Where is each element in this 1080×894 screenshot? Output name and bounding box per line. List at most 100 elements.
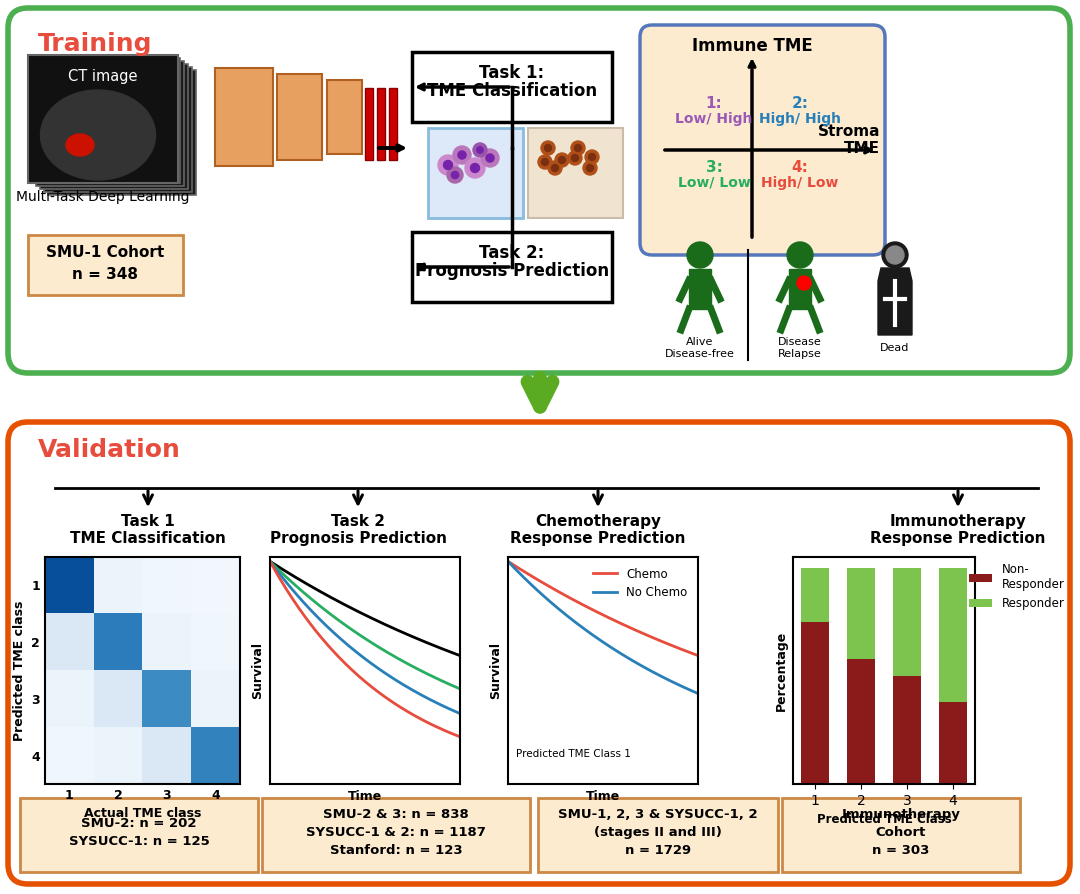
- Circle shape: [555, 153, 569, 167]
- Line: No Chemo: No Chemo: [508, 561, 698, 694]
- FancyBboxPatch shape: [428, 128, 523, 218]
- Text: 2:: 2:: [792, 96, 809, 111]
- Text: SYSUCC-1 & 2: n = 1187: SYSUCC-1 & 2: n = 1187: [306, 826, 486, 839]
- Bar: [847, 659, 875, 784]
- Bar: [893, 676, 921, 784]
- FancyBboxPatch shape: [327, 80, 362, 154]
- FancyBboxPatch shape: [640, 25, 885, 255]
- Circle shape: [586, 164, 594, 172]
- Circle shape: [886, 246, 904, 264]
- Text: SMU-2: n = 202: SMU-2: n = 202: [81, 817, 197, 830]
- Text: Multi-Task Deep Learning: Multi-Task Deep Learning: [16, 190, 190, 204]
- Text: n = 348: n = 348: [72, 267, 138, 282]
- Circle shape: [787, 242, 813, 268]
- Circle shape: [451, 172, 459, 179]
- Circle shape: [589, 154, 595, 161]
- Text: 3:: 3:: [705, 160, 723, 175]
- Bar: [21, 798, 258, 872]
- Text: SMU-2 & 3: n = 838: SMU-2 & 3: n = 838: [323, 808, 469, 821]
- Text: Training: Training: [38, 32, 152, 56]
- FancyBboxPatch shape: [377, 88, 384, 160]
- Text: Task 2
Prognosis Prediction: Task 2 Prognosis Prediction: [270, 514, 446, 546]
- Text: Dead: Dead: [880, 343, 909, 353]
- Text: Disease
Relapse: Disease Relapse: [778, 337, 822, 358]
- Chemo: [691, 650, 704, 661]
- Circle shape: [544, 145, 552, 151]
- Bar: [801, 568, 828, 622]
- Text: Low/ Low: Low/ Low: [677, 176, 751, 190]
- FancyBboxPatch shape: [40, 64, 188, 189]
- Bar: [262, 798, 530, 872]
- Text: n = 303: n = 303: [873, 844, 930, 857]
- Text: Cohort: Cohort: [876, 826, 927, 839]
- Chemo: [675, 644, 688, 654]
- No Chemo: [675, 681, 688, 692]
- Circle shape: [571, 141, 585, 155]
- No Chemo: [509, 564, 522, 575]
- No Chemo: [537, 590, 550, 601]
- Text: 4:: 4:: [792, 160, 809, 175]
- Text: SMU-1 Cohort: SMU-1 Cohort: [46, 245, 164, 260]
- Circle shape: [571, 155, 579, 162]
- FancyBboxPatch shape: [276, 74, 322, 160]
- Chemo: [513, 563, 526, 574]
- Circle shape: [583, 161, 597, 175]
- Chemo: [681, 646, 694, 657]
- Bar: [28, 235, 183, 295]
- Text: TME Classification: TME Classification: [427, 82, 597, 100]
- FancyBboxPatch shape: [48, 70, 195, 195]
- Text: High/ Low: High/ Low: [761, 176, 839, 190]
- X-axis label: Time: Time: [348, 789, 382, 803]
- Circle shape: [473, 143, 487, 157]
- No Chemo: [501, 556, 514, 567]
- Chemo: [552, 586, 565, 597]
- Circle shape: [465, 158, 485, 178]
- Chemo: [501, 556, 514, 567]
- Circle shape: [447, 167, 463, 183]
- FancyBboxPatch shape: [8, 8, 1070, 373]
- Text: Task 2:: Task 2:: [480, 244, 544, 262]
- X-axis label: Predicted TME Class: Predicted TME Class: [816, 814, 951, 826]
- FancyBboxPatch shape: [8, 422, 1070, 884]
- Text: Predicted TME Class 1: Predicted TME Class 1: [515, 749, 631, 759]
- Circle shape: [687, 242, 713, 268]
- Text: Task 1
TME Classification: Task 1 TME Classification: [70, 514, 226, 546]
- Bar: [782, 798, 1020, 872]
- Text: High/ High: High/ High: [759, 112, 841, 126]
- Ellipse shape: [66, 134, 94, 156]
- FancyBboxPatch shape: [44, 67, 192, 192]
- Text: SMU-1, 2, 3 & SYSUCC-1, 2: SMU-1, 2, 3 & SYSUCC-1, 2: [558, 808, 758, 821]
- Text: Immunotherapy
Response Prediction: Immunotherapy Response Prediction: [870, 514, 1045, 546]
- Circle shape: [552, 164, 558, 172]
- Ellipse shape: [41, 90, 156, 180]
- X-axis label: Time: Time: [585, 789, 620, 803]
- Bar: [801, 622, 828, 784]
- Bar: [411, 52, 612, 122]
- Bar: [940, 568, 967, 702]
- Legend: Chemo, No Chemo: Chemo, No Chemo: [589, 563, 692, 604]
- Text: Stroma
TME: Stroma TME: [818, 123, 880, 156]
- Text: Alive
Disease-free: Alive Disease-free: [665, 337, 734, 358]
- FancyBboxPatch shape: [365, 88, 373, 160]
- Bar: [940, 702, 967, 784]
- No Chemo: [681, 684, 694, 695]
- Circle shape: [797, 276, 811, 290]
- Circle shape: [575, 145, 581, 151]
- Circle shape: [558, 156, 566, 164]
- Bar: [847, 568, 875, 659]
- X-axis label: Actual TME class: Actual TME class: [84, 807, 201, 821]
- Circle shape: [438, 155, 458, 175]
- Text: Validation: Validation: [38, 438, 180, 462]
- Chemo: [537, 578, 550, 588]
- Circle shape: [486, 154, 494, 162]
- No Chemo: [691, 688, 704, 699]
- Text: Low/ High: Low/ High: [675, 112, 753, 126]
- Text: Chemotherapy
Response Prediction: Chemotherapy Response Prediction: [510, 514, 686, 546]
- Text: Immune TME: Immune TME: [691, 37, 812, 55]
- FancyBboxPatch shape: [389, 88, 397, 160]
- Circle shape: [471, 164, 480, 173]
- FancyBboxPatch shape: [28, 55, 178, 183]
- Y-axis label: Survival: Survival: [252, 642, 265, 699]
- Circle shape: [882, 242, 908, 268]
- Circle shape: [444, 161, 453, 170]
